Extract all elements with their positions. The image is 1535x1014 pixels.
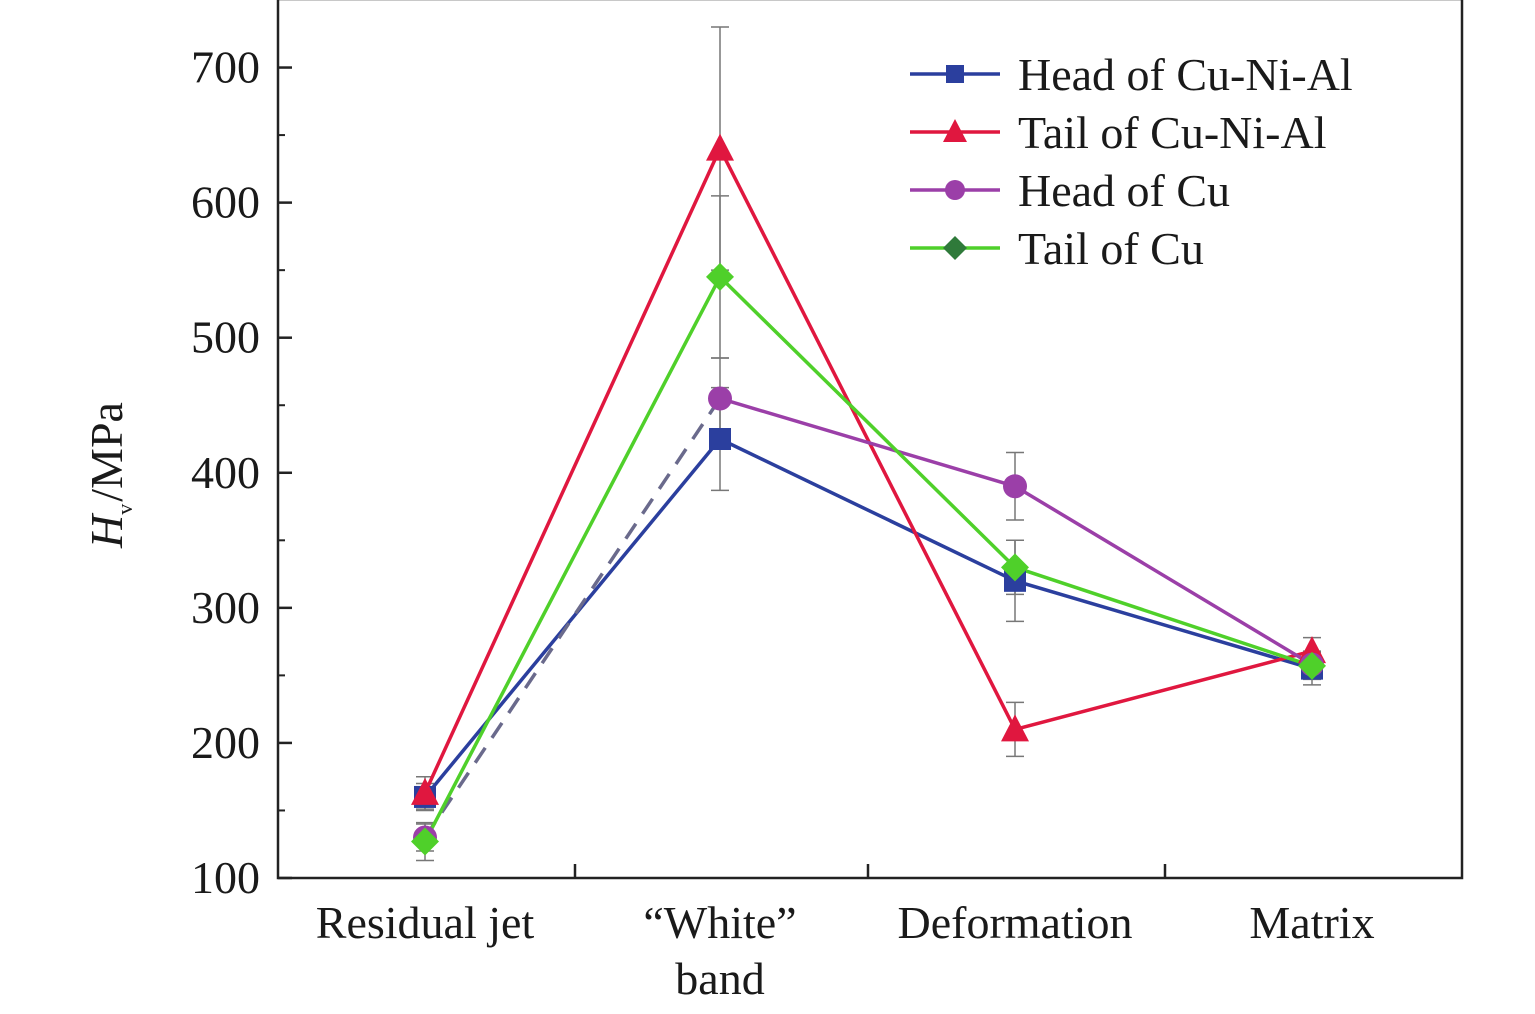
y-axis-unit: /MPa bbox=[81, 402, 132, 502]
data-point-head-of-cu bbox=[1003, 474, 1027, 499]
series-line-tail-of-cu bbox=[1014, 565, 1313, 668]
series-markers bbox=[411, 133, 1326, 856]
y-axis-title: Hv/MPa bbox=[81, 402, 137, 549]
data-point-tail-of-cu-ni-al bbox=[706, 133, 734, 161]
series-lines bbox=[423, 147, 1313, 843]
series-line-tail-of-cu-ni-al bbox=[423, 147, 722, 794]
legend-label-tail-of-cu-ni-al: Tail of Cu-Ni-Al bbox=[1018, 107, 1327, 158]
series-line-tail-of-cu bbox=[423, 276, 722, 843]
y-tick-label: 300 bbox=[191, 582, 260, 633]
x-category-label: “White” bbox=[643, 897, 796, 948]
y-tick-label: 400 bbox=[191, 447, 260, 498]
series-line-head-of-cu-ni-al bbox=[719, 437, 1016, 583]
plot-frame bbox=[276, 0, 1464, 880]
legend: Head of Cu-Ni-Al Tail of Cu-Ni-Al Head of … bbox=[910, 49, 1353, 274]
axes: 100 200 300 400 500 600 700 Residual jet “White”… bbox=[81, 0, 1464, 1004]
data-point-head-of-cu bbox=[708, 386, 732, 411]
series-line-tail-of-cu bbox=[718, 275, 1017, 569]
x-category-label: Residual jet bbox=[316, 897, 535, 948]
legend-marker-tail-of-cu-ni-al bbox=[943, 119, 967, 142]
y-tick-label: 700 bbox=[191, 42, 260, 93]
series-line-head-of-cu-ni-al bbox=[1014, 579, 1313, 671]
legend-label-head-of-cu-ni-al: Head of Cu-Ni-Al bbox=[1018, 49, 1353, 100]
x-category-label: Deformation bbox=[897, 897, 1132, 948]
y-tick-label: 500 bbox=[191, 312, 260, 363]
series-line-tail-of-cu-ni-al bbox=[718, 147, 1017, 731]
legend-marker-tail-of-cu bbox=[943, 236, 967, 260]
legend-marker-head-of-cu-ni-al bbox=[946, 65, 964, 83]
data-point-tail-of-cu-ni-al bbox=[411, 777, 439, 805]
data-point-tail-of-cu bbox=[1001, 553, 1029, 582]
y-tick-label: 100 bbox=[191, 852, 260, 903]
data-point-head-of-cu-ni-al bbox=[709, 428, 731, 450]
x-category-label: Matrix bbox=[1249, 897, 1374, 948]
series-line-head-of-cu-ni-al bbox=[423, 437, 722, 799]
data-point-tail-of-cu bbox=[706, 262, 734, 291]
legend-marker-head-of-cu bbox=[945, 180, 965, 200]
data-point-tail-of-cu-ni-al bbox=[1001, 714, 1029, 742]
data-point-tail-of-cu bbox=[411, 827, 439, 856]
y-tick-label: 600 bbox=[191, 177, 260, 228]
series-line-head-of-cu bbox=[719, 396, 1016, 488]
legend-label-tail-of-cu: Tail of Cu bbox=[1018, 223, 1204, 274]
series-line-tail-of-cu-ni-al bbox=[1014, 649, 1313, 732]
y-axis-subscript: v bbox=[112, 504, 137, 515]
legend-label-head-of-cu: Head of Cu bbox=[1018, 165, 1230, 216]
series-line-head-of-cu bbox=[1014, 484, 1313, 667]
y-tick-label: 200 bbox=[191, 717, 260, 768]
y-axis-symbol: H bbox=[81, 512, 132, 549]
data-point-tail-of-cu bbox=[1298, 651, 1326, 680]
x-category-label: band bbox=[675, 953, 764, 1004]
